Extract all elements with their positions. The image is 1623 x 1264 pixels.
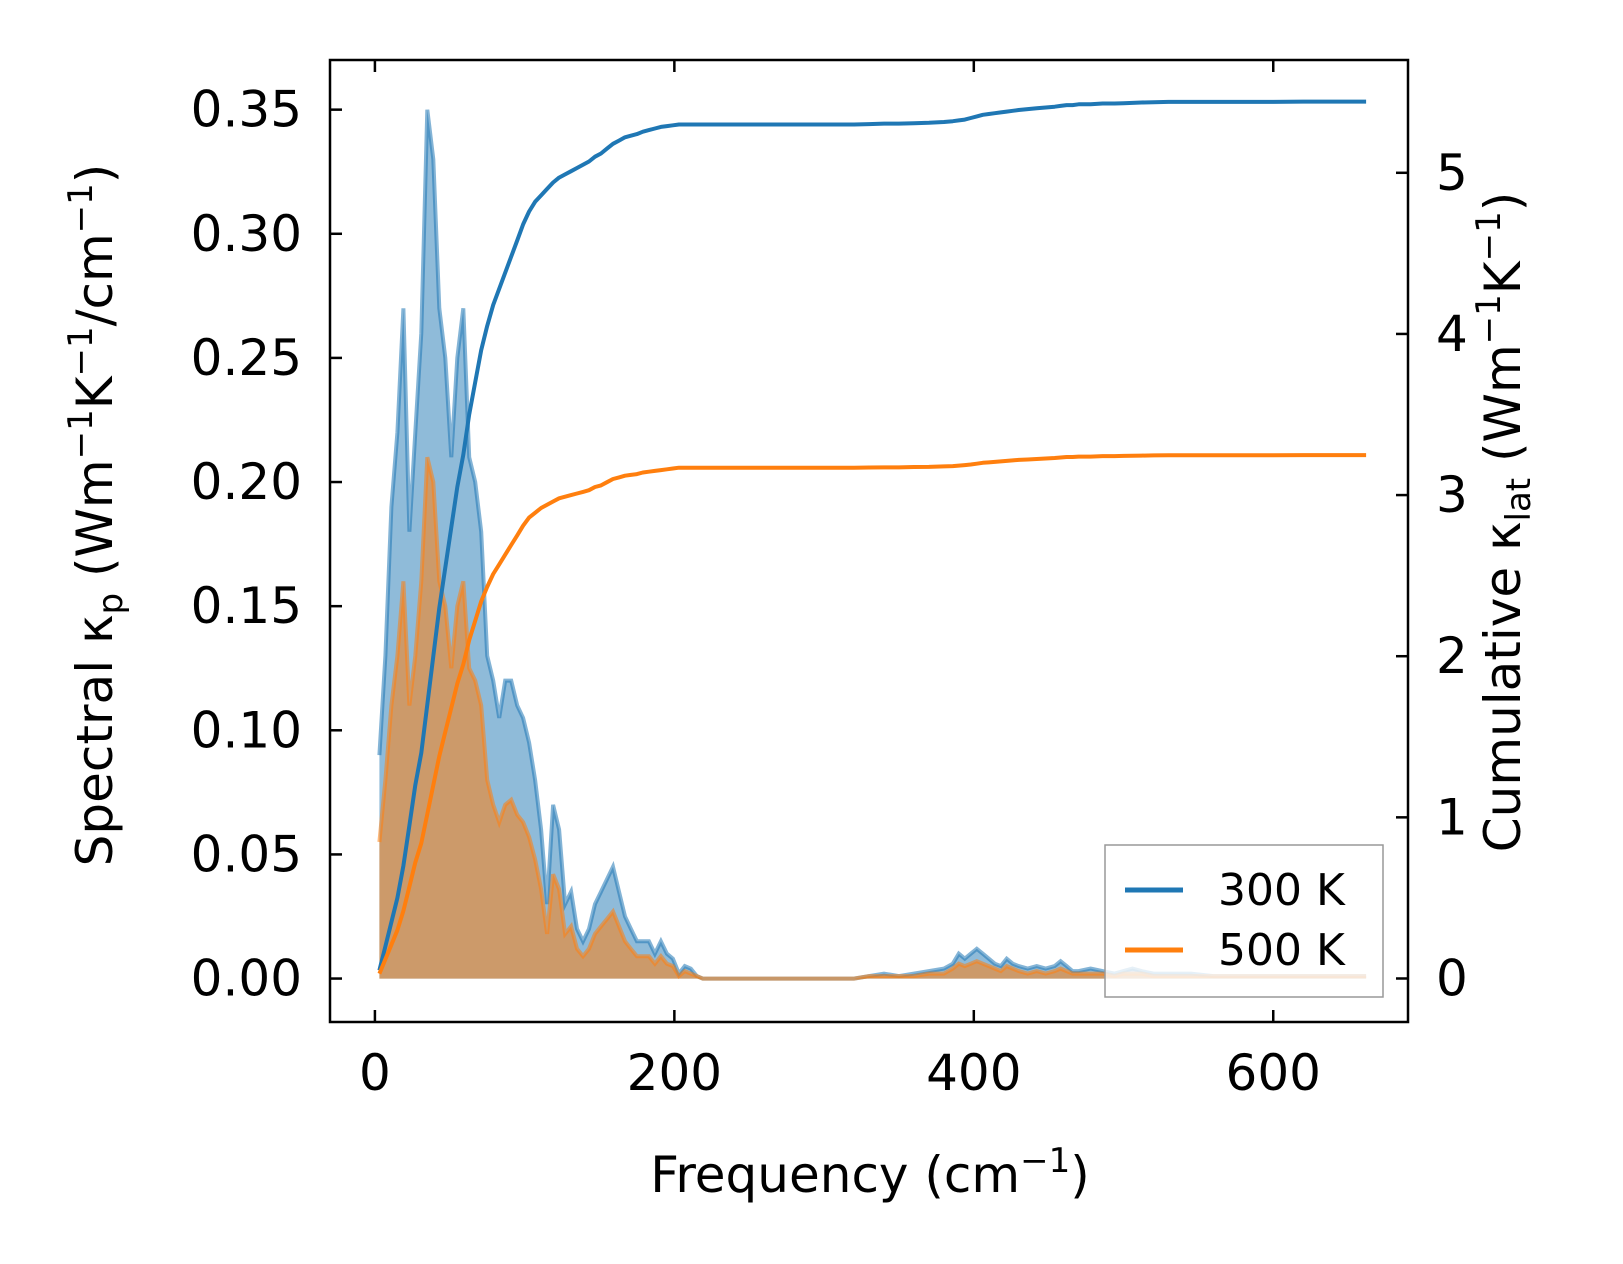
right-axis-title: Cumulative κlat (Wm−1K−1) — [1469, 192, 1539, 852]
right-y-tick-label: 3 — [1436, 466, 1468, 524]
x-tick-label: 0 — [359, 1044, 391, 1102]
x-tick-label: 200 — [627, 1044, 722, 1102]
right-y-tick-label: 1 — [1436, 788, 1468, 846]
right-y-tick-label: 5 — [1436, 144, 1468, 202]
cumulative-line-500k — [377, 453, 1367, 975]
legend-label-300k: 300 K — [1218, 865, 1346, 916]
spectral-line-500k — [377, 456, 1367, 981]
right-y-tick-label: 0 — [1436, 949, 1468, 1007]
x-axis-title: Frequency (cm−1) — [650, 1141, 1090, 1204]
plot-area — [377, 99, 1367, 981]
left-y-tick-label: 0.10 — [191, 701, 302, 759]
left-y-tick-label: 0.35 — [191, 81, 302, 139]
cumulative-line-300k — [377, 99, 1367, 971]
left-y-tick-label: 0.15 — [191, 577, 302, 635]
legend: 300 K 500 K — [1104, 844, 1384, 998]
legend-frame — [1104, 844, 1384, 998]
legend-label-500k: 500 K — [1218, 925, 1346, 976]
right-y-tick-label: 4 — [1436, 305, 1468, 363]
spectral-line-300k — [377, 109, 1367, 981]
left-y-tick-label: 0.25 — [191, 329, 302, 387]
axes: 0 200 400 600 0.00 0.05 0.10 0.15 0.20 0.25 0.30 0.… — [191, 58, 1468, 1102]
left-y-tick-label: 0.00 — [191, 950, 302, 1008]
right-y-tick-label: 2 — [1436, 627, 1468, 685]
x-tick-label: 600 — [1226, 1044, 1321, 1102]
x-tick-label: 400 — [926, 1044, 1021, 1102]
left-y-tick-label: 0.30 — [191, 205, 302, 263]
left-y-tick-label: 0.20 — [191, 453, 302, 511]
plot-frame — [328, 58, 1410, 1024]
spectral-area-500k — [379, 457, 1367, 979]
left-y-tick-label: 0.05 — [191, 825, 302, 883]
left-axis-title: Spectral κp (Wm−1K−1/cm−1) — [61, 164, 131, 867]
